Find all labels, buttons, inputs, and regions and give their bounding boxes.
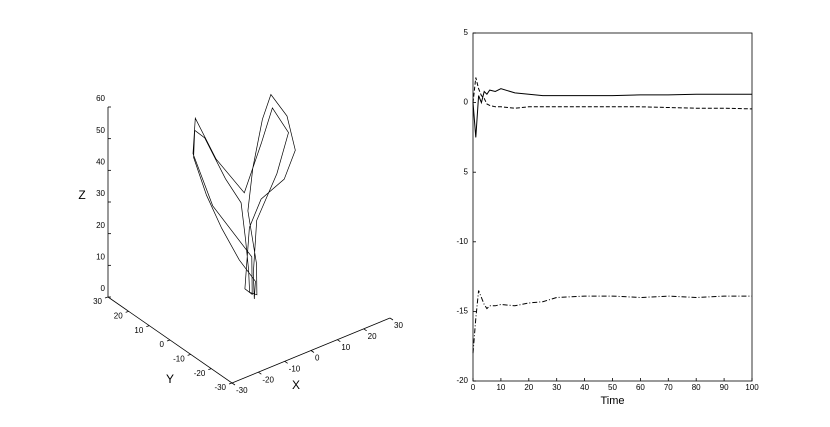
x-tick bbox=[258, 371, 262, 375]
x-tick-label: 20 bbox=[368, 332, 377, 341]
y-tick-label: 5 bbox=[464, 167, 469, 176]
x-tick-label: 30 bbox=[394, 321, 403, 330]
y-tick-label: -20 bbox=[456, 376, 468, 385]
z-axis-title: Z bbox=[78, 188, 85, 202]
x-tick-label: 50 bbox=[608, 383, 617, 392]
z-tick-label: 10 bbox=[96, 252, 105, 261]
z-tick-label: 20 bbox=[96, 221, 105, 230]
x-tick bbox=[389, 317, 394, 321]
x-tick-label: -30 bbox=[236, 386, 248, 395]
x-axis-title: Time bbox=[600, 395, 624, 407]
x-tick bbox=[231, 382, 236, 386]
z-tick-label: 60 bbox=[96, 94, 105, 103]
plot-frame bbox=[472, 32, 753, 382]
y-tick bbox=[146, 325, 150, 328]
x-axis-title: X bbox=[292, 378, 300, 392]
x-tick bbox=[363, 328, 367, 332]
y-tick-label: 10 bbox=[134, 326, 143, 335]
x-tick-label: -10 bbox=[289, 364, 301, 373]
y-axis-title: Y bbox=[166, 372, 174, 386]
z-tick-label: 0 bbox=[101, 284, 106, 293]
z-tick-label: 50 bbox=[96, 126, 105, 135]
y-tick-label: 5 bbox=[464, 28, 469, 37]
y-tick-label: -10 bbox=[173, 354, 185, 363]
y-tick-label: -20 bbox=[194, 369, 206, 378]
x-tick-label: 80 bbox=[692, 383, 701, 392]
y-tick-label: -10 bbox=[456, 237, 468, 246]
y-tick-label: 0 bbox=[464, 98, 469, 107]
x-tick-label: 10 bbox=[341, 343, 350, 352]
x-tick-label: -20 bbox=[262, 375, 274, 384]
y-tick-label: 20 bbox=[114, 311, 123, 320]
x-tick bbox=[337, 339, 341, 342]
z-tick-label: 30 bbox=[96, 189, 105, 198]
y-tick-label: -15 bbox=[456, 307, 468, 316]
y-tick bbox=[166, 339, 171, 342]
x-tick-label: 30 bbox=[552, 383, 561, 392]
x-tick-label: 100 bbox=[745, 383, 759, 392]
y-tick bbox=[208, 368, 212, 371]
y-tick bbox=[125, 310, 129, 313]
y-tick-label: -30 bbox=[214, 383, 226, 392]
series-line bbox=[472, 77, 753, 110]
x-tick bbox=[284, 361, 288, 364]
y-tick-label: 30 bbox=[93, 297, 102, 306]
x-tick-label: 20 bbox=[524, 383, 533, 392]
z-tick-label: 40 bbox=[96, 157, 105, 166]
trajectory bbox=[192, 93, 296, 300]
x-tick-label: 70 bbox=[664, 383, 673, 392]
y-tick bbox=[228, 382, 233, 385]
y-tick-label: 0 bbox=[160, 340, 165, 349]
x-tick-label: 10 bbox=[496, 383, 505, 392]
x-tick-label: 0 bbox=[471, 383, 476, 392]
series-line bbox=[472, 88, 752, 138]
x-tick-label: 40 bbox=[580, 383, 589, 392]
x-tick-label: 0 bbox=[315, 354, 320, 363]
y-tick bbox=[104, 296, 109, 299]
x-tick bbox=[310, 350, 315, 353]
series-line bbox=[472, 290, 752, 354]
x-tick-label: 60 bbox=[636, 383, 645, 392]
y-tick bbox=[187, 353, 191, 356]
x-tick-label: 90 bbox=[720, 383, 729, 392]
